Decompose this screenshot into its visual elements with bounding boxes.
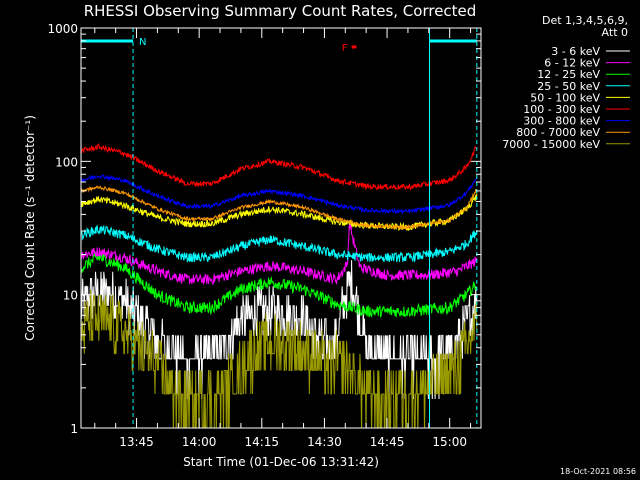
series-line xyxy=(81,185,477,231)
legend-header: Det 1,3,4,5,6,9, xyxy=(542,14,628,27)
series-line xyxy=(81,220,478,286)
legend-entry-label: 25 - 50 keV xyxy=(537,80,600,93)
legend-entry-label: 7000 - 15000 keV xyxy=(502,138,600,151)
legend-header: Att 0 xyxy=(602,26,628,39)
legend-entry-label: 12 - 25 keV xyxy=(537,68,600,81)
x-tick-label: 15:00 xyxy=(432,435,467,449)
plot-frame xyxy=(80,27,482,429)
legend-entry-label: 300 - 800 keV xyxy=(523,115,600,128)
x-axis: 13:45 14:00 14:15 14:30 14:45 15:00 xyxy=(94,28,472,449)
y-tick-label: 100 xyxy=(55,155,78,169)
chart-title: RHESSI Observing Summary Count Rates, Co… xyxy=(84,2,477,20)
y-tick-label: 10 xyxy=(63,289,78,303)
x-tick-label: 14:15 xyxy=(244,435,279,449)
annotation-label: F xyxy=(342,43,348,54)
legend-entry-label: 50 - 100 keV xyxy=(530,91,600,104)
legend-entry-label: 3 - 6 keV xyxy=(551,45,600,58)
legend-entry-label: 100 - 300 keV xyxy=(523,103,600,116)
series-line xyxy=(81,290,478,428)
series-line xyxy=(81,174,477,216)
y-axis: 1 10 100 1000 xyxy=(47,22,481,436)
y-tick-label: 1 xyxy=(70,422,78,436)
x-axis-label: Start Time (01-Dec-06 13:31:42) xyxy=(183,455,379,469)
y-tick-label: 1000 xyxy=(47,22,78,36)
series-line xyxy=(81,252,478,318)
x-tick-label: 14:00 xyxy=(182,435,217,449)
y-axis-label: Corrected Count Rate (s⁻¹ detector⁻¹) xyxy=(23,115,37,341)
series-line xyxy=(81,260,478,400)
legend-entry-label: 6 - 12 keV xyxy=(544,57,600,70)
annotation-label: N xyxy=(139,37,146,48)
x-tick-label: 14:30 xyxy=(307,435,342,449)
footer-timestamp: 18-Oct-2021 08:56 xyxy=(560,467,636,476)
x-tick-label: 14:45 xyxy=(370,435,405,449)
series-line xyxy=(81,142,478,192)
series-line xyxy=(81,224,478,263)
legend-entry-label: 800 - 7000 keV xyxy=(516,126,600,139)
x-tick-label: 13:45 xyxy=(119,435,154,449)
